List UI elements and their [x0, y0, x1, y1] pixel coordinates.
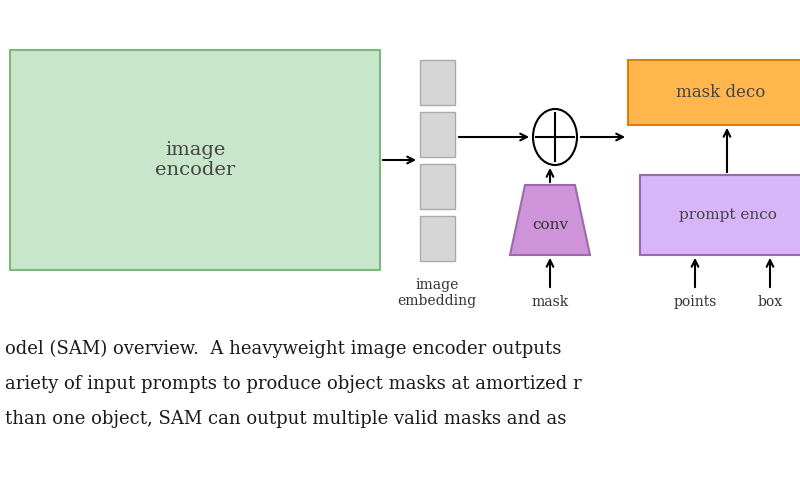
FancyBboxPatch shape	[420, 216, 455, 261]
FancyBboxPatch shape	[640, 175, 800, 255]
Ellipse shape	[533, 109, 577, 165]
FancyBboxPatch shape	[420, 60, 455, 105]
Text: box: box	[758, 295, 782, 309]
Text: mask: mask	[531, 295, 569, 309]
FancyBboxPatch shape	[420, 112, 455, 157]
Text: conv: conv	[532, 218, 568, 232]
Text: image
encoder: image encoder	[155, 140, 235, 179]
Text: than one object, SAM can output multiple valid masks and as: than one object, SAM can output multiple…	[5, 410, 566, 428]
Text: mask deco: mask deco	[676, 84, 765, 101]
FancyBboxPatch shape	[420, 164, 455, 209]
Text: points: points	[674, 295, 717, 309]
Text: odel (SAM) overview.  A heavyweight image encoder outputs: odel (SAM) overview. A heavyweight image…	[5, 340, 562, 358]
FancyBboxPatch shape	[10, 50, 380, 270]
Text: prompt enco: prompt enco	[678, 208, 777, 222]
Text: ariety of input prompts to produce object masks at amortized r: ariety of input prompts to produce objec…	[5, 375, 582, 393]
FancyBboxPatch shape	[628, 60, 800, 125]
Text: image
embedding: image embedding	[398, 278, 477, 308]
Polygon shape	[510, 185, 590, 255]
